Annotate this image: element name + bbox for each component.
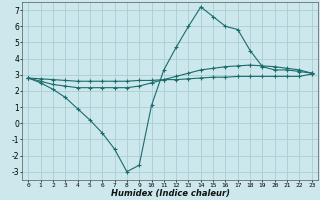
X-axis label: Humidex (Indice chaleur): Humidex (Indice chaleur) — [110, 189, 229, 198]
